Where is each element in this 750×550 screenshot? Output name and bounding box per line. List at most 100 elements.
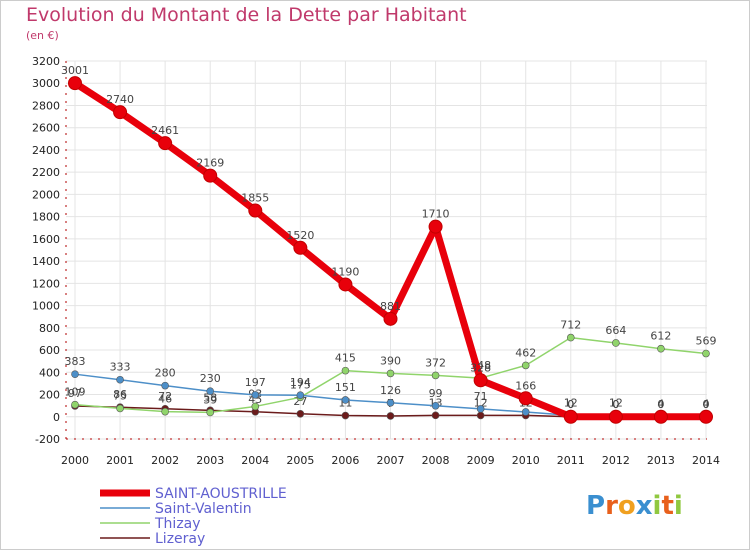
data-point [702, 349, 710, 358]
data-label: 46 [158, 393, 172, 406]
y-tick-label: 3200 [32, 55, 60, 68]
data-point [521, 408, 530, 416]
data-point [386, 369, 395, 378]
data-point [251, 391, 260, 399]
data-label: 1855 [241, 192, 269, 205]
data-point [431, 371, 440, 380]
legend-label: SAINT-AOUSTRILLE [155, 486, 287, 502]
y-tick-label: 400 [39, 366, 60, 379]
legend-label: Lizeray [155, 531, 205, 547]
data-label: 881 [380, 300, 401, 313]
data-label: 4 [703, 397, 710, 410]
logo-letter: r [605, 491, 618, 521]
data-label: 2169 [196, 157, 224, 170]
data-point [521, 361, 530, 370]
series-saint-aoustrille: 3001 2740 2461 2169 1855 1520 1190 881 1710 328 16… [61, 64, 713, 424]
data-label: 194 [290, 376, 311, 389]
data-label: 712 [560, 319, 581, 332]
chart-subtitle: (en €) [26, 29, 59, 42]
x-tick-label: 2001 [106, 454, 134, 467]
data-label: 97 [68, 387, 82, 400]
data-label: 390 [380, 354, 401, 367]
data-point [161, 381, 169, 390]
data-label: 383 [65, 355, 86, 368]
data-label: 39 [203, 393, 217, 406]
y-tick-label: 600 [39, 344, 60, 357]
data-label: 0 [703, 398, 710, 411]
data-point [341, 411, 350, 420]
x-tick-label: 2012 [602, 454, 630, 467]
data-point [113, 105, 128, 120]
data-point [341, 396, 350, 404]
y-tick-label: 1800 [32, 211, 60, 224]
data-label: 0 [567, 398, 574, 411]
data-label: 664 [605, 324, 626, 337]
data-label: 12 [564, 396, 578, 409]
data-point [476, 411, 485, 420]
x-tick-label: 2003 [196, 454, 224, 467]
data-point [158, 136, 173, 151]
data-point [657, 344, 665, 353]
data-point [431, 411, 440, 420]
data-label: 126 [380, 384, 401, 397]
data-label: 415 [335, 352, 356, 365]
data-point [116, 404, 124, 413]
logo-letter: t [661, 491, 673, 521]
data-label: 12 [609, 396, 623, 409]
y-tick-label: -200 [35, 433, 60, 446]
data-label: 569 [696, 335, 717, 348]
data-point [68, 76, 82, 91]
data-point [206, 408, 215, 417]
y-tick-label: 2200 [32, 166, 60, 179]
logo-letter: P [586, 491, 605, 521]
data-point [293, 240, 308, 255]
x-tick-label: 2013 [647, 454, 675, 467]
data-label: 71 [474, 390, 488, 403]
data-label: 333 [110, 361, 131, 374]
data-point [71, 400, 79, 409]
data-point [612, 339, 620, 347]
data-point [699, 409, 713, 424]
data-label: 99 [429, 387, 443, 400]
data-label: 2740 [106, 93, 134, 106]
data-label: 0 [567, 398, 574, 411]
logo-letter: x [636, 491, 653, 521]
data-point [476, 405, 485, 413]
data-point [203, 168, 218, 183]
data-point [563, 409, 578, 424]
data-point [71, 370, 79, 378]
data-label: 3001 [61, 64, 89, 77]
logo-letter: i [674, 491, 683, 521]
data-label: 0 [703, 398, 710, 411]
chart-title: Evolution du Montant de la Dette par Hab… [26, 4, 467, 26]
y-tick-label: 1000 [32, 300, 60, 313]
data-point [653, 409, 668, 424]
data-point [386, 398, 395, 407]
data-point [383, 311, 398, 326]
data-label: 109 [65, 386, 86, 399]
legend-label: Saint-Valentin [155, 501, 252, 517]
x-tick-label: 2005 [286, 454, 314, 467]
data-label: 328 [470, 361, 491, 374]
y-tick-label: 1200 [32, 277, 60, 290]
data-point [566, 333, 575, 342]
x-tick-label: 2000 [61, 454, 89, 467]
x-tick-label: 2006 [331, 454, 359, 467]
x-tick-label: 2011 [557, 454, 585, 467]
data-point [206, 387, 215, 395]
y-tick-label: 2800 [32, 99, 60, 112]
x-tick-label: 2004 [241, 454, 269, 467]
data-point [473, 373, 488, 388]
proxiti-logo: Proxiti [586, 491, 683, 521]
data-point [338, 277, 353, 292]
x-tick-label: 2007 [377, 454, 405, 467]
data-label: 0 [657, 398, 664, 411]
data-label: 175 [290, 378, 311, 391]
data-label: 0 [657, 398, 664, 411]
data-point [296, 391, 305, 399]
data-point [251, 402, 260, 411]
x-tick-label: 2008 [422, 454, 450, 467]
y-tick-label: 2000 [32, 188, 60, 201]
data-label: 86 [113, 388, 127, 401]
